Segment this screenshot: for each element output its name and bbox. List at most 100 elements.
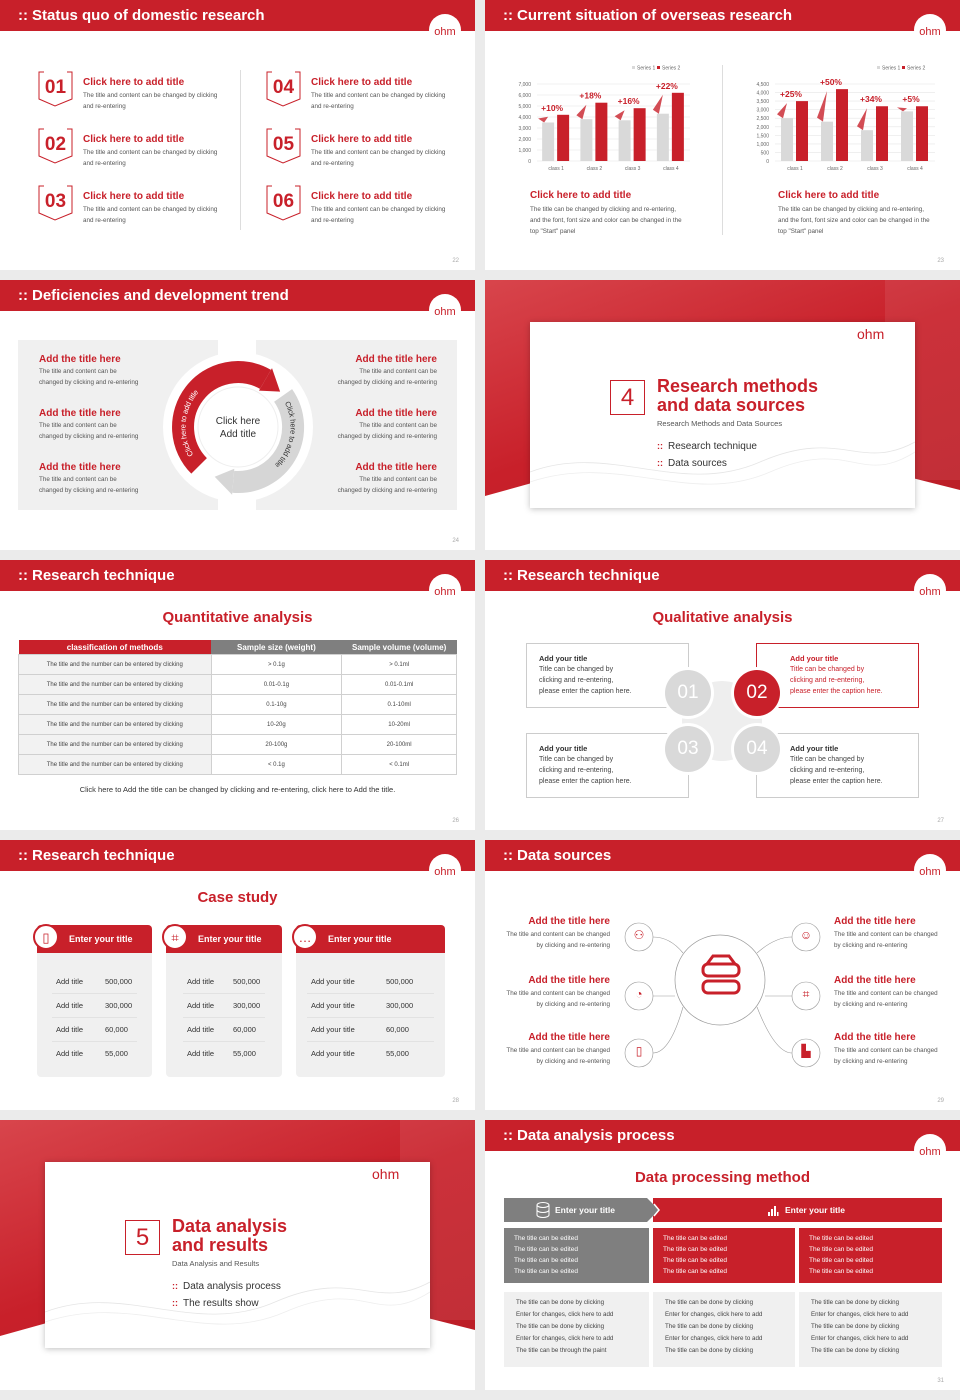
slide-31[interactable]: :: Data analysis process ohm 31 Data process… <box>485 1120 960 1390</box>
red-header[interactable] <box>653 1198 942 1222</box>
trend-arrow-icon <box>538 116 549 123</box>
item-title[interactable]: Add the title here <box>39 354 121 365</box>
x-tick-label: class 2 <box>827 166 843 172</box>
table-cell: The title and the number can be entered … <box>18 714 212 735</box>
item-number: 06 <box>272 191 295 212</box>
item-title[interactable]: Add the title here <box>39 462 121 473</box>
column-header: Sample size (weight) <box>211 640 342 655</box>
detail-line: Enter for changes, click here to add <box>665 1311 763 1318</box>
slide-26[interactable]: :: Research technique ohm 26 Quantitative an… <box>0 560 475 830</box>
box-title: Add your title <box>790 654 839 663</box>
slide-title-text: Research technique <box>32 567 175 584</box>
logo: ohm <box>429 14 461 46</box>
row-value: 500,000 <box>105 977 133 986</box>
item-title[interactable]: Click here to add title <box>83 134 185 145</box>
slide-28[interactable]: :: Research technique ohm 28 Case study Enter… <box>0 840 475 1110</box>
slide-23[interactable]: :: Current situation of overseas research… <box>485 0 960 270</box>
section-bullet[interactable]: The results show <box>183 1298 259 1309</box>
slide-header: :: Research technique <box>485 560 960 591</box>
item-title[interactable]: Click here to add title <box>311 191 413 202</box>
table-cell: 0.01-0.1g <box>210 674 343 695</box>
legend-swatch <box>632 66 635 69</box>
section-bullet[interactable]: Research technique <box>668 441 757 452</box>
item-number: 04 <box>272 77 295 98</box>
detail-line: The title can be done by clicking <box>516 1299 605 1306</box>
item-desc: The title and content can be changed by … <box>83 149 218 167</box>
x-tick-label: class 2 <box>587 166 603 172</box>
detail-box[interactable]: The title can be done by clicking Enter f… <box>653 1292 795 1367</box>
detail-box[interactable]: The title can be done by clicking Enter f… <box>799 1292 942 1367</box>
item-title[interactable]: Add the title here <box>355 462 437 473</box>
server-icon <box>705 954 737 965</box>
bar-series-1 <box>618 120 631 161</box>
item-title[interactable]: Click here to add title <box>83 191 185 202</box>
item-title[interactable]: Add the title here <box>528 1032 610 1043</box>
caption-box[interactable] <box>526 733 689 798</box>
slide-title-text: Current situation of overseas research <box>517 7 793 24</box>
icon-circle <box>624 981 654 1011</box>
slide-title-text: Deficiencies and development trend <box>32 287 289 304</box>
summary-box[interactable]: The title can be edited The title can be … <box>653 1228 795 1283</box>
summary-line: The title can be edited <box>663 1235 727 1242</box>
growth-annotation: +25% <box>780 89 802 99</box>
x-tick-label: class 1 <box>787 166 803 172</box>
row-label: Add title <box>187 1001 215 1010</box>
item-title[interactable]: Add the title here <box>355 354 437 365</box>
bar-series-1 <box>656 113 669 161</box>
bar-series-2 <box>557 114 570 161</box>
section-bullet[interactable]: Data analysis process <box>183 1281 281 1292</box>
summary-box[interactable]: The title can be edited The title can be … <box>799 1228 942 1283</box>
item-title[interactable]: Add the title here <box>834 1032 916 1043</box>
item-title[interactable]: Add the title here <box>39 408 121 419</box>
wave-decoration <box>530 441 915 475</box>
block-title[interactable]: Click here to add title <box>778 190 880 201</box>
section-number: 4 <box>610 380 645 415</box>
logo: ohm <box>914 1134 946 1166</box>
slide-24[interactable]: :: Deficiencies and development trend ohm 2… <box>0 280 475 550</box>
y-tick-label: 3,500 <box>756 99 769 105</box>
slide-22[interactable]: :: Status quo of domestic research ohm 22 01… <box>0 0 475 270</box>
item-title[interactable]: Click here to add title <box>311 134 413 145</box>
item-title[interactable]: Add the title here <box>528 975 610 986</box>
item-title[interactable]: Click here to add title <box>83 77 185 88</box>
detail-box[interactable]: The title can be done by clicking Enter f… <box>504 1292 649 1367</box>
row-label: Add your title <box>311 1001 355 1010</box>
table-cell: < 0.1g <box>210 754 343 775</box>
block-title[interactable]: Click here to add title <box>530 190 632 201</box>
slide-title-text: Research technique <box>517 567 660 584</box>
legend-label: Series 2 <box>907 66 926 72</box>
summary-line: The title can be edited <box>663 1246 727 1253</box>
section-title: Data analysis <box>172 1216 288 1236</box>
slide-29[interactable]: :: Data sources ohm 29 ⚇ Add the title here Th… <box>485 840 960 1110</box>
database-icon <box>536 1205 550 1218</box>
item-title[interactable]: Click here to add title <box>311 77 413 88</box>
item-desc: The title and content can be changed by … <box>834 990 938 1008</box>
item-title[interactable]: Add the title here <box>355 408 437 419</box>
y-tick-label: 1,000 <box>518 148 531 154</box>
summary-box[interactable]: The title can be edited The title can be … <box>504 1228 649 1283</box>
bar-series-1 <box>861 130 873 161</box>
table-row: The title and the number can be entered … <box>18 694 457 715</box>
graphic <box>536 1198 779 1222</box>
red-arc <box>172 361 271 474</box>
page-number: 26 <box>452 818 459 824</box>
item-title[interactable]: Add the title here <box>834 975 916 986</box>
row-value: 60,000 <box>233 1025 256 1034</box>
connector-line <box>652 1006 684 1054</box>
graphic <box>38 128 73 164</box>
row-value: 60,000 <box>386 1025 409 1034</box>
slide-27[interactable]: :: Research technique ohm 27 Qualitative ana… <box>485 560 960 830</box>
gray-header[interactable] <box>504 1198 647 1222</box>
summary-line: The title can be edited <box>809 1268 873 1275</box>
section-bullet[interactable]: Data sources <box>668 458 727 469</box>
caption-box[interactable] <box>526 643 689 708</box>
block-desc: The title can be changed by clicking and… <box>778 206 930 235</box>
y-tick-label: 7,000 <box>518 82 531 88</box>
caption-box[interactable] <box>756 643 919 708</box>
item-title[interactable]: Add the title here <box>834 916 916 927</box>
caption-box[interactable] <box>756 733 919 798</box>
summary-line: The title can be edited <box>663 1268 727 1275</box>
item-title[interactable]: Add the title here <box>528 916 610 927</box>
